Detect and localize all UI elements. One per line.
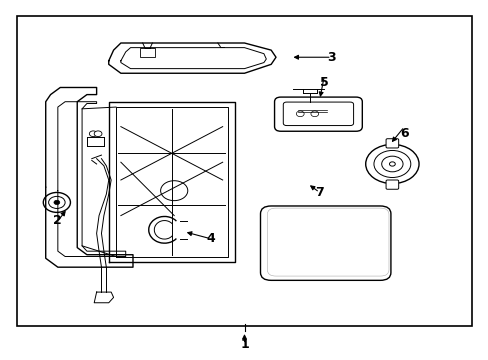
Text: 1: 1 xyxy=(240,338,248,351)
Circle shape xyxy=(388,162,394,166)
Text: 2: 2 xyxy=(53,215,62,228)
FancyBboxPatch shape xyxy=(274,97,362,131)
Bar xyxy=(17,16,471,326)
Circle shape xyxy=(310,111,318,117)
Circle shape xyxy=(365,144,418,184)
Text: 6: 6 xyxy=(399,127,408,140)
Circle shape xyxy=(160,181,187,201)
FancyBboxPatch shape xyxy=(260,206,390,280)
Circle shape xyxy=(94,131,102,136)
Circle shape xyxy=(89,131,97,136)
Text: 4: 4 xyxy=(206,232,215,245)
FancyBboxPatch shape xyxy=(283,102,353,126)
FancyBboxPatch shape xyxy=(140,48,155,57)
Circle shape xyxy=(373,150,410,177)
Circle shape xyxy=(381,156,402,172)
FancyBboxPatch shape xyxy=(386,139,398,148)
Circle shape xyxy=(54,200,60,204)
FancyBboxPatch shape xyxy=(386,180,398,189)
Circle shape xyxy=(296,111,304,117)
Text: 3: 3 xyxy=(327,51,335,64)
Text: 5: 5 xyxy=(320,76,328,89)
Circle shape xyxy=(48,196,65,208)
Circle shape xyxy=(43,193,70,212)
Text: 7: 7 xyxy=(315,186,324,199)
FancyBboxPatch shape xyxy=(267,208,388,276)
